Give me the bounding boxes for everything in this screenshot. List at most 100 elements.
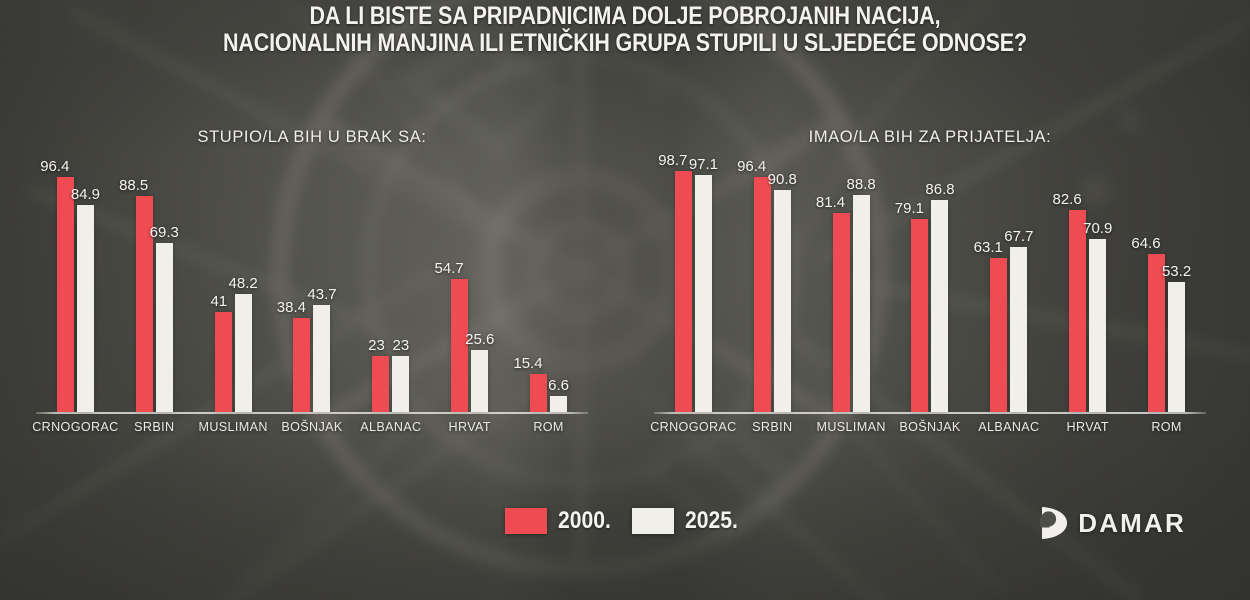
bar-value-label: 90.8: [767, 171, 797, 189]
category-label: ALBANAC: [360, 420, 422, 434]
category-axis-marriage: CRNOGORAC SRBIN MUSLIMAN BOŠNJAK ALBANAC HRVA…: [32, 420, 588, 440]
bar-rect: [56, 176, 74, 412]
bar-rect: [773, 190, 791, 412]
bar-group: 38.4 43.7: [273, 168, 352, 412]
legend-swatch-icon: [505, 508, 547, 534]
bar-rect: [313, 305, 331, 412]
bar-group: 64.6 53.2: [1127, 168, 1206, 412]
bar-value-label: 84.9: [70, 185, 101, 203]
bar-2025: 23: [392, 168, 410, 412]
chart-panel-friendship: IMAO/LA BIH ZA PRIJATELJA: 98.7 97.1 96.4 9…: [640, 128, 1220, 448]
bar-value-label: 98.7: [658, 152, 688, 170]
category-label: SRBIN: [134, 420, 175, 434]
bar-2000: 41: [210, 168, 232, 412]
bar-group: 98.7 97.1: [654, 152, 733, 412]
bar-2000: 96.4: [40, 158, 74, 412]
bar-value-label: 54.7: [434, 259, 464, 277]
bar-2025: 43.7: [307, 168, 337, 412]
bar-value-label: 23: [368, 336, 385, 354]
damar-mark-icon: [1040, 507, 1068, 539]
bar-rect: [1168, 282, 1186, 412]
bar-group: 81.4 88.8: [812, 168, 891, 412]
category-label: CRNOGORAC: [32, 420, 119, 434]
chart-panel-marriage: STUPIO/LA BIH U BRAK SA: 96.4 84.9 88.5 69.…: [22, 128, 602, 448]
bar-rect: [392, 355, 410, 412]
category-label: ROM: [533, 420, 564, 434]
bar-rect: [135, 196, 153, 412]
bar-group: 96.4 90.8: [733, 158, 812, 412]
bar-value-label: 43.7: [307, 286, 337, 304]
bar-2025: 88.8: [847, 168, 876, 412]
category-label: ALBANAC: [978, 420, 1040, 434]
bar-value-label: 67.7: [1004, 227, 1034, 245]
category-label: SRBIN: [752, 420, 793, 434]
bar-value-label: 97.1: [688, 156, 719, 174]
bar-value-label: 82.6: [1052, 191, 1082, 209]
bar-rect: [1010, 246, 1028, 412]
chart-title: DA LI BISTE SA PRIPADNICIMA DOLJE POBROJ…: [0, 0, 1250, 57]
bar-rect: [155, 242, 173, 412]
bar-value-label: 41: [210, 292, 228, 310]
legend-item-2000[interactable]: 2000.: [505, 507, 618, 535]
bar-rect: [451, 278, 469, 412]
bar-2025: 67.7: [1004, 168, 1033, 412]
bar-group: 15.4 6.6: [509, 168, 588, 412]
bar-value-label: 6.6: [548, 376, 569, 394]
bar-rect: [990, 258, 1008, 412]
bar-value-label: 23: [392, 336, 410, 354]
bar-rect: [852, 195, 870, 412]
bar-value-label: 79.1: [894, 200, 924, 217]
category-label: BOŠNJAK: [899, 420, 961, 434]
bar-2000: 38.4: [277, 168, 311, 412]
bar-rect: [1089, 239, 1107, 412]
bar-2025: 6.6: [548, 168, 569, 412]
bar-2000: 79.1: [895, 168, 929, 412]
bar-2000: 15.4: [513, 168, 548, 412]
category-label: ROM: [1151, 420, 1182, 434]
bar-2025: 97.1: [689, 156, 718, 412]
bar-2000: 64.6: [1131, 168, 1166, 412]
bar-2000: 63.1: [974, 168, 1008, 412]
bar-rect: [471, 349, 489, 412]
bar-2025: 48.2: [229, 168, 258, 412]
bar-rect: [1148, 254, 1166, 412]
bar-2000: 88.5: [119, 168, 153, 412]
bar-value-label: 64.6: [1131, 235, 1161, 253]
bar-rect: [76, 204, 94, 412]
category-label: MUSLIMAN: [816, 420, 886, 434]
chart-title-line-1: DA LI BISTE SA PRIPADNICIMA DOLJE POBROJ…: [309, 2, 941, 30]
bar-value-label: 86.8: [925, 181, 955, 199]
bar-group: 63.1 67.7: [969, 168, 1048, 412]
bar-rect: [234, 294, 252, 412]
plot-area-friendship: 98.7 97.1 96.4 90.8 81.4 88.8 79.1 86.8 63.1 67.7…: [654, 152, 1206, 414]
bar-group: 79.1 86.8: [891, 168, 970, 412]
plot-area-marriage: 96.4 84.9 88.5 69.3 41 48.2 38.4 43.7 23 23 54.7 25…: [36, 158, 588, 414]
bar-value-label: 81.4: [815, 194, 846, 212]
bar-rect: [372, 355, 390, 412]
bar-group: 82.6 70.9: [1048, 168, 1127, 412]
damar-logo: DAMAR: [1038, 506, 1186, 540]
bar-2025: 69.3: [150, 168, 179, 412]
bar-2000: 81.4: [816, 168, 850, 412]
bar-2000: 54.7: [435, 168, 469, 412]
category-label: MUSLIMAN: [198, 420, 268, 434]
bar-value-label: 63.1: [973, 239, 1003, 257]
legend-item-2025[interactable]: 2025.: [632, 507, 745, 535]
bar-2000: 96.4: [737, 158, 771, 412]
x-axis-line: [654, 412, 1206, 414]
bar-rect: [214, 311, 232, 412]
bar-2025: 53.2: [1162, 168, 1191, 412]
bar-value-label: 38.4: [276, 299, 306, 317]
chart-legend: 2000. 2025.: [505, 507, 745, 535]
bar-rect: [753, 176, 771, 412]
bar-group: 96.4 84.9: [36, 158, 115, 412]
panel-subtitle-marriage: STUPIO/LA BIH U BRAK SA:: [197, 128, 427, 146]
bar-2025: 25.6: [465, 168, 494, 412]
bar-2025: 70.9: [1083, 168, 1112, 412]
bar-rect: [832, 213, 850, 412]
bar-rect: [550, 395, 568, 412]
category-label: CRNOGORAC: [650, 420, 737, 434]
bar-value-label: 70.9: [1083, 220, 1113, 238]
